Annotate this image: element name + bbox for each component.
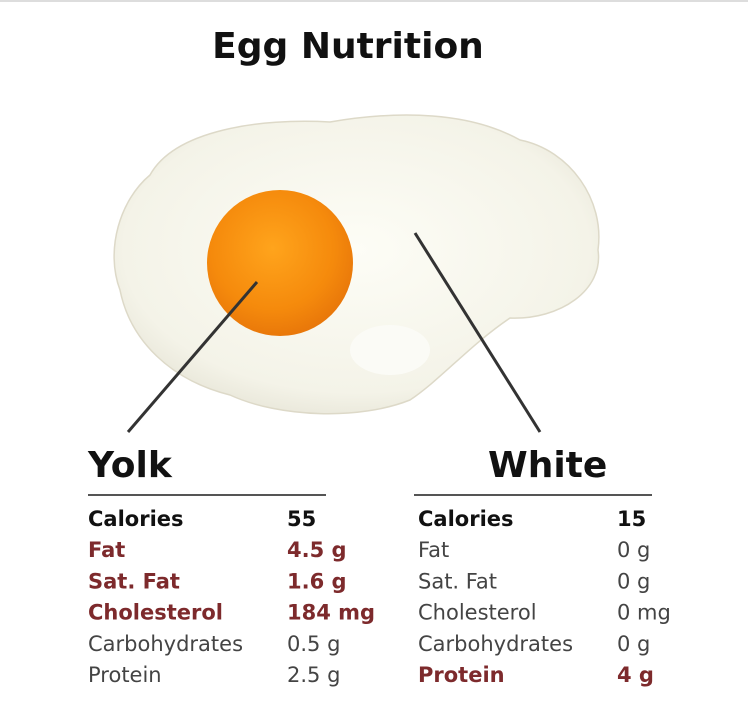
- row-value: 0.5 g: [287, 632, 340, 656]
- row-label: Protein: [88, 663, 162, 687]
- row-label: Protein: [418, 663, 505, 687]
- row-value: 15: [617, 507, 646, 531]
- row-value: 0 mg: [617, 601, 671, 625]
- panel-title: White: [488, 445, 607, 486]
- row-label: Sat. Fat: [418, 569, 497, 593]
- tables: Yolk Calories 55 Fat 4.5 g Sat. Fat 1.6 g Chole…: [87, 445, 671, 687]
- row-label: Carbohydrates: [88, 632, 243, 656]
- row-value: 55: [287, 507, 316, 531]
- title: Egg Nutrition: [212, 26, 484, 67]
- row-value: 0 g: [617, 569, 650, 593]
- white-pointer: [413, 232, 542, 433]
- egg-white-highlight: [350, 325, 430, 375]
- yolk-pointer: [126, 281, 259, 433]
- row-label: Fat: [418, 538, 449, 562]
- row-label: Cholesterol: [88, 601, 223, 625]
- row-label: Calories: [88, 507, 184, 531]
- row-value: 1.6 g: [287, 569, 347, 593]
- row-value: 184 mg: [287, 601, 375, 625]
- row-value: 0 g: [617, 632, 650, 656]
- row-value: 2.5 g: [287, 663, 340, 687]
- row-value: 0 g: [617, 538, 650, 562]
- row-label: Cholesterol: [418, 601, 537, 625]
- row-label: Calories: [418, 507, 514, 531]
- row-label: Fat: [88, 538, 125, 562]
- row-value: 4.5 g: [287, 538, 347, 562]
- row-label: Carbohydrates: [418, 632, 573, 656]
- row-label: Sat. Fat: [88, 569, 180, 593]
- panel-title: Yolk: [87, 445, 173, 486]
- egg-white: [113, 114, 600, 415]
- row-value: 4 g: [617, 663, 654, 687]
